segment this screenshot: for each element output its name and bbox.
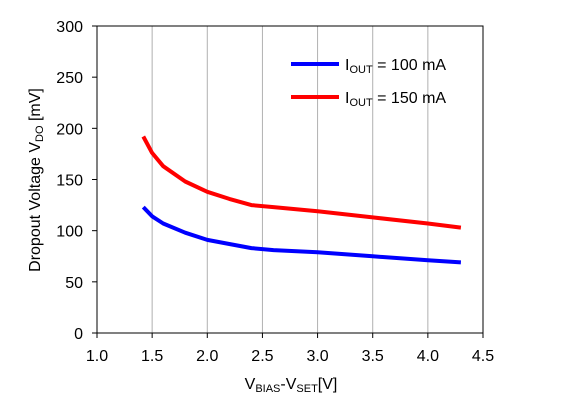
- legend-label-150ma: IOUT = 150 mA: [345, 90, 446, 109]
- x-tick-label: 2.5: [251, 348, 273, 365]
- series-line-100ma: [141, 205, 462, 265]
- legend-label-100ma: IOUT = 100 mA: [345, 57, 446, 76]
- x-tick-label: 1.0: [86, 348, 108, 365]
- y-axis-label: Dropout Voltage VDO [mV]: [27, 88, 46, 272]
- x-tick-label: 2.0: [196, 348, 218, 365]
- x-tick-label: 3.5: [362, 348, 384, 365]
- y-tick-label: 50: [65, 275, 83, 292]
- x-tick-label: 1.5: [141, 348, 163, 365]
- y-tick-label: 200: [56, 121, 83, 138]
- y-tick-label: 150: [56, 173, 83, 190]
- x-tick-label: 3.0: [306, 348, 328, 365]
- x-tick-label: 4.5: [472, 348, 494, 365]
- series-line-150ma: [141, 135, 462, 230]
- legend: IOUT = 100 mA IOUT = 150 mA: [291, 57, 446, 109]
- y-tick-label: 250: [56, 70, 83, 87]
- x-tick-label: 4.0: [417, 348, 439, 365]
- y-tick-label: 300: [56, 19, 83, 36]
- x-axis-label: VBIAS-VSET[V]: [245, 376, 338, 395]
- y-tick-label: 0: [74, 326, 83, 343]
- y-tick-label: 100: [56, 224, 83, 241]
